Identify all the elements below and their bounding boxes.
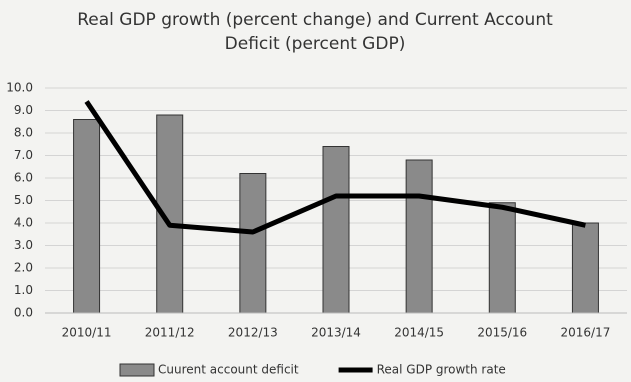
chart-title: Real GDP growth (percent change) and Cur… xyxy=(77,10,553,54)
legend-label: Real GDP growth rate xyxy=(377,363,506,377)
bar xyxy=(73,119,101,314)
bar xyxy=(405,159,433,314)
bar xyxy=(239,173,267,314)
y-tick-label: 2.0 xyxy=(14,261,33,275)
y-tick-label: 9.0 xyxy=(14,103,33,117)
x-tick-label: 2015/16 xyxy=(477,326,527,340)
y-tick-label: 0.0 xyxy=(14,306,33,320)
bar xyxy=(488,202,516,314)
legend-label: Cuurent account deficit xyxy=(158,363,299,377)
y-tick-label: 3.0 xyxy=(14,238,33,252)
bar xyxy=(322,146,350,314)
y-tick-label: 5.0 xyxy=(14,193,33,207)
y-tick-label: 8.0 xyxy=(14,126,33,140)
x-tick-label: 2016/17 xyxy=(560,326,610,340)
line xyxy=(84,100,586,235)
y-tick-label: 6.0 xyxy=(14,171,33,185)
x-tick-label: 2010/11 xyxy=(62,326,112,340)
x-tick-label: 2012/13 xyxy=(228,326,278,340)
y-tick-label: 1.0 xyxy=(14,283,33,297)
x-tick-label: 2014/15 xyxy=(394,326,444,340)
y-tick-label: 10.0 xyxy=(6,81,33,95)
legend-swatch xyxy=(119,363,155,377)
x-tick-label: 2011/12 xyxy=(145,326,195,340)
x-tick-label: 2013/14 xyxy=(311,326,361,340)
y-tick-label: 4.0 xyxy=(14,216,33,230)
bar xyxy=(571,222,599,314)
y-tick-label: 7.0 xyxy=(14,148,33,162)
